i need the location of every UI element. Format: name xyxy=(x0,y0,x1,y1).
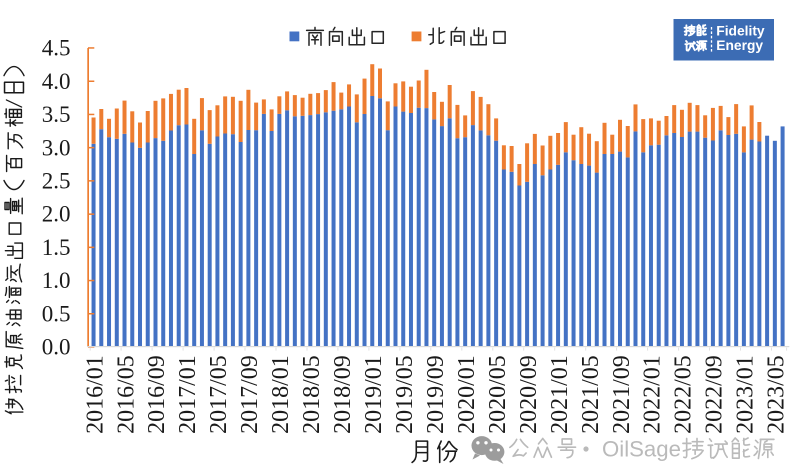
svg-text:2021/01: 2021/01 xyxy=(547,355,573,434)
svg-text:2.5: 2.5 xyxy=(42,169,71,194)
svg-text:2017/05: 2017/05 xyxy=(206,355,232,434)
svg-text:2020/09: 2020/09 xyxy=(516,355,542,434)
svg-text:2019/01: 2019/01 xyxy=(361,355,387,434)
svg-text:Fidelity: Fidelity xyxy=(716,23,765,38)
svg-text:2019/05: 2019/05 xyxy=(392,355,418,434)
svg-text:2016/05: 2016/05 xyxy=(113,355,139,434)
svg-text:1.5: 1.5 xyxy=(42,235,71,260)
svg-text:2023/01: 2023/01 xyxy=(733,355,759,434)
svg-text:4.5: 4.5 xyxy=(42,36,71,61)
svg-text:Energy: Energy xyxy=(716,38,763,53)
svg-text:2019/09: 2019/09 xyxy=(423,355,449,434)
svg-text:2018/05: 2018/05 xyxy=(299,355,325,434)
svg-text:2.0: 2.0 xyxy=(42,202,71,227)
svg-text:2018/09: 2018/09 xyxy=(330,355,356,434)
svg-text:2022/05: 2022/05 xyxy=(671,355,697,434)
svg-text:1.0: 1.0 xyxy=(42,268,71,293)
svg-text:2022/01: 2022/01 xyxy=(640,355,666,434)
svg-text:2020/05: 2020/05 xyxy=(485,355,511,434)
svg-text:4.0: 4.0 xyxy=(42,69,71,94)
svg-text:0.5: 0.5 xyxy=(42,301,71,326)
svg-text:2020/01: 2020/01 xyxy=(454,355,480,434)
svg-text:2022/09: 2022/09 xyxy=(702,355,728,434)
svg-text:3.5: 3.5 xyxy=(42,102,71,127)
svg-text:2021/09: 2021/09 xyxy=(609,355,635,434)
svg-text:2016/01: 2016/01 xyxy=(82,355,108,434)
svg-text:3.0: 3.0 xyxy=(42,135,71,160)
svg-text:2017/09: 2017/09 xyxy=(237,355,263,434)
svg-text:2018/01: 2018/01 xyxy=(268,355,294,434)
svg-text:2021/05: 2021/05 xyxy=(578,355,604,434)
svg-text:OilSage: OilSage xyxy=(602,437,681,462)
svg-text:2016/09: 2016/09 xyxy=(144,355,170,434)
svg-text:2023/05: 2023/05 xyxy=(764,355,790,434)
svg-text:2017/01: 2017/01 xyxy=(175,355,201,434)
svg-text:0.0: 0.0 xyxy=(42,335,71,360)
